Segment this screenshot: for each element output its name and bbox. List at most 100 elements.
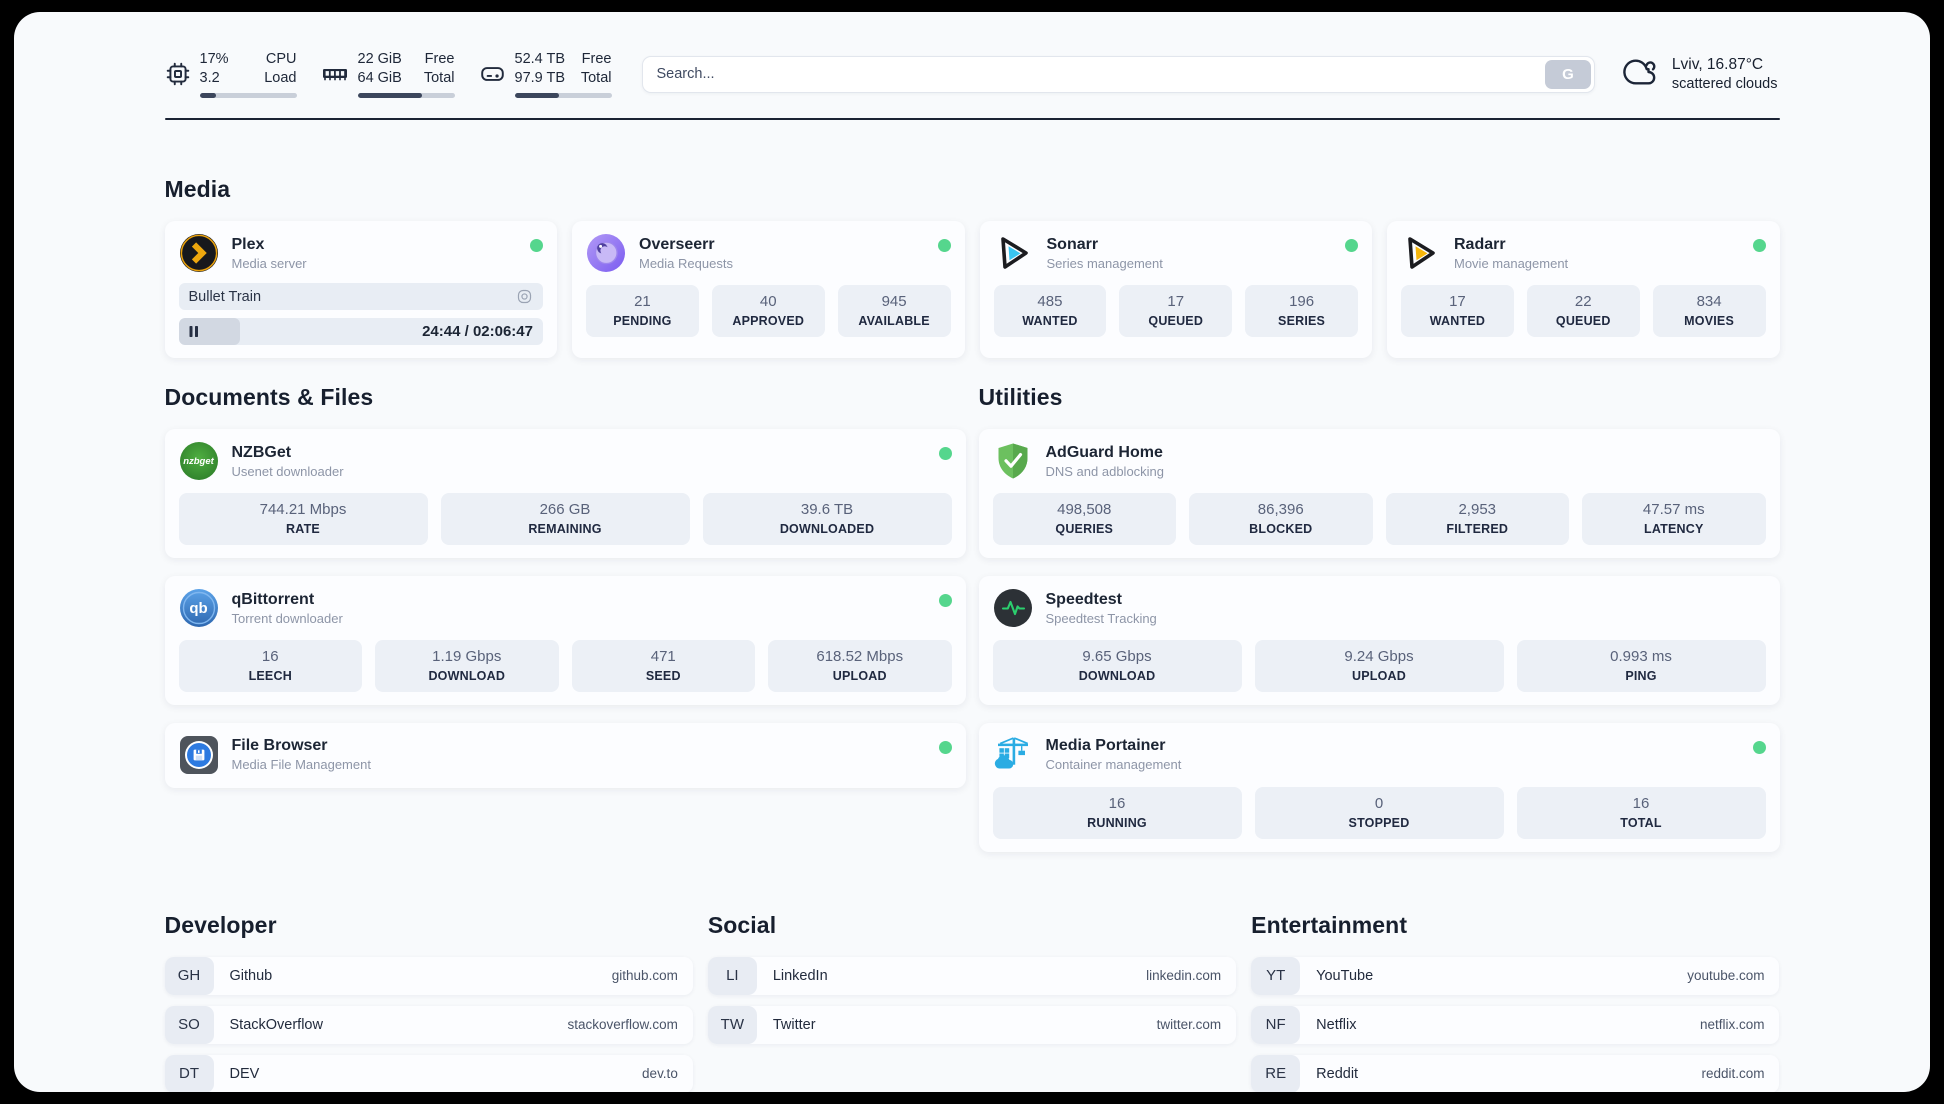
link-name: Twitter <box>772 1016 816 1033</box>
weather-location-temp: Lviv, 16.87°C <box>1671 56 1764 74</box>
link-twitter[interactable]: TW Twitter twitter.com <box>707 1005 1237 1044</box>
search-engine-button[interactable]: G <box>1544 59 1591 89</box>
stat-total: 16 TOTAL <box>1516 786 1766 839</box>
portainer-icon <box>993 735 1033 775</box>
link-stackoverflow[interactable]: SO StackOverflow stackoverflow.com <box>164 1005 693 1044</box>
media-section-title: Media <box>164 176 231 203</box>
social-section-title: Social <box>707 911 777 938</box>
filebrowser-subtitle: Media File Management <box>231 757 371 773</box>
cpu-load-label: Load <box>264 70 297 87</box>
documents-section-title: Documents & Files <box>164 384 374 411</box>
link-url: github.com <box>611 968 678 983</box>
status-dot <box>1752 740 1766 754</box>
nzbget-icon: nzbget <box>179 441 219 481</box>
speedtest-card[interactable]: Speedtest Speedtest Tracking 9.65 Gbps D… <box>978 576 1780 705</box>
plex-card[interactable]: Plex Media server Bullet Train <box>164 221 557 359</box>
stat-seed: 471 SEED <box>571 640 755 692</box>
memory-free-value: 22 GiB <box>357 51 402 67</box>
sonarr-title: Sonarr <box>1046 235 1099 253</box>
portainer-subtitle: Container management <box>1045 757 1182 773</box>
nzbget-title: NZBGet <box>231 443 292 461</box>
nzbget-card[interactable]: nzbget NZBGet Usenet downloader 744.21 M… <box>164 429 966 558</box>
stat-upload: 618.52 Mbps UPLOAD <box>768 640 952 692</box>
stat-download: 9.65 Gbps DOWNLOAD <box>992 640 1242 692</box>
disk-icon <box>479 61 506 87</box>
status-dot <box>1345 239 1358 253</box>
qbittorrent-subtitle: Torrent downloader <box>231 610 343 626</box>
speedtest-subtitle: Speedtest Tracking <box>1045 610 1157 626</box>
cpu-progress-track <box>199 93 297 99</box>
plex-title: Plex <box>231 235 265 253</box>
adguard-card[interactable]: AdGuard Home DNS and adblocking 498,508 … <box>978 429 1780 558</box>
disk-free-value: 52.4 TB <box>514 51 566 67</box>
search-input[interactable] <box>641 55 1595 93</box>
status-dot <box>938 447 952 461</box>
memory-free-label: Free <box>424 51 455 67</box>
memory-total-label: Total <box>423 70 455 87</box>
section-documents: Documents & Files <box>164 384 966 851</box>
cpu-load-value: 3.2 <box>199 70 220 87</box>
stat-available: 945 AVAILABLE <box>837 285 951 337</box>
stat-ping: 0.993 ms PING <box>1516 640 1766 692</box>
overseerr-card[interactable]: Overseerr Media Requests 21 PENDING 40 A… <box>572 221 965 359</box>
link-reddit[interactable]: RE Reddit reddit.com <box>1251 1054 1780 1092</box>
speedtest-icon <box>993 588 1033 628</box>
now-playing-row[interactable]: Bullet Train <box>178 283 543 311</box>
link-name: Github <box>229 967 273 984</box>
developer-section-title: Developer <box>164 911 277 938</box>
disk-total-label: Total <box>580 70 612 87</box>
sonarr-card[interactable]: Sonarr Series management 485 WANTED 17 Q… <box>979 221 1372 359</box>
section-social: Social LI LinkedIn linkedin.com TW Twitt… <box>707 911 1237 1093</box>
link-linkedin[interactable]: LI LinkedIn linkedin.com <box>707 956 1237 995</box>
stat-queries: 498,508 QUERIES <box>992 493 1176 545</box>
link-dev[interactable]: DT DEV dev.to <box>164 1054 693 1092</box>
disk-progress-track <box>514 93 612 99</box>
link-github[interactable]: GH Github github.com <box>164 956 693 995</box>
stat-stopped: 0 STOPPED <box>1254 786 1504 839</box>
link-url: dev.to <box>642 1066 678 1081</box>
stackoverflow-abbr-badge: SO <box>164 1005 214 1044</box>
linkedin-abbr-badge: LI <box>707 956 757 995</box>
section-developer: Developer GH Github github.com SO StackO… <box>164 911 693 1092</box>
section-entertainment: Entertainment YT YouTube youtube.com NF … <box>1251 911 1780 1092</box>
memory-total-value: 64 GiB <box>357 70 402 87</box>
speedtest-title: Speedtest <box>1045 590 1122 608</box>
cpu-percent: 17% <box>199 51 229 67</box>
memory-icon <box>321 61 349 87</box>
link-youtube[interactable]: YT YouTube youtube.com <box>1251 956 1780 995</box>
weather-widget: Lviv, 16.87°C scattered clouds <box>1621 55 1780 94</box>
qbittorrent-card[interactable]: qb qBittorrent Torrent downloader 16 <box>164 576 966 705</box>
header-divider <box>164 118 1780 121</box>
filebrowser-title: File Browser <box>231 737 328 755</box>
cpu-icon <box>165 61 191 87</box>
stat-running: 16 RUNNING <box>992 786 1242 839</box>
stat-leech: 16 LEECH <box>178 640 362 692</box>
dashboard-page: 17% 3.2 CPU Load <box>14 12 1930 1092</box>
pause-button[interactable] <box>189 326 199 338</box>
adguard-icon <box>993 441 1033 481</box>
stat-approved: 40 APPROVED <box>711 285 825 337</box>
portainer-title: Media Portainer <box>1045 737 1166 755</box>
qbittorrent-title: qBittorrent <box>231 590 315 608</box>
playback-progress <box>178 318 241 346</box>
disk-free-label: Free <box>581 51 612 67</box>
youtube-abbr-badge: YT <box>1251 956 1301 995</box>
stat-blocked: 86,396 BLOCKED <box>1189 493 1373 545</box>
link-url: twitter.com <box>1156 1017 1222 1032</box>
link-url: netflix.com <box>1699 1017 1765 1032</box>
overseerr-title: Overseerr <box>639 235 715 253</box>
utilities-section-title: Utilities <box>978 384 1063 411</box>
adguard-subtitle: DNS and adblocking <box>1045 463 1165 479</box>
netflix-abbr-badge: NF <box>1251 1005 1301 1044</box>
sonarr-subtitle: Series management <box>1046 255 1163 271</box>
disk-progress-fill <box>514 93 560 99</box>
radarr-card[interactable]: Radarr Movie management 17 WANTED 22 QUE… <box>1387 221 1780 359</box>
adguard-title: AdGuard Home <box>1045 443 1163 461</box>
link-netflix[interactable]: NF Netflix netflix.com <box>1251 1005 1780 1044</box>
sonarr-icon <box>994 233 1034 273</box>
filebrowser-card[interactable]: File Browser Media File Management <box>164 722 966 788</box>
portainer-card[interactable]: Media Portainer Container management 16 … <box>978 722 1780 852</box>
cpu-stat-widget: 17% 3.2 CPU Load <box>165 50 297 99</box>
entertainment-section-title: Entertainment <box>1251 911 1408 938</box>
plex-subtitle: Media server <box>231 255 307 271</box>
